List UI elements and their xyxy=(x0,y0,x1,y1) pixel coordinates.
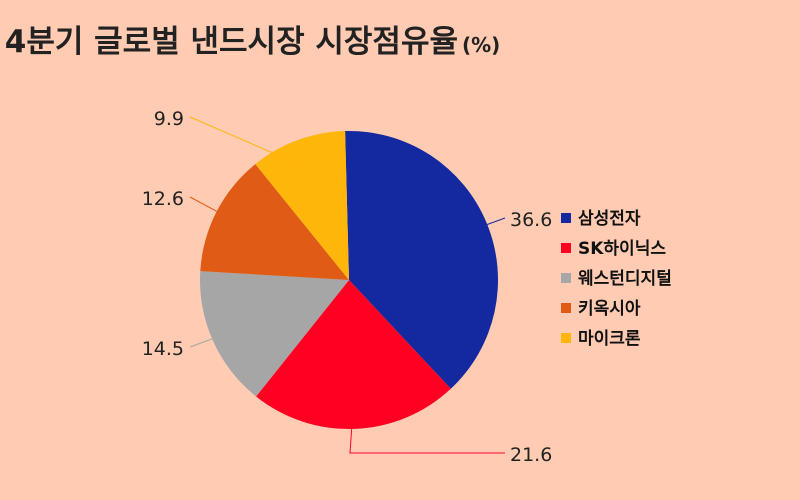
pie-slice-키옥시아 xyxy=(200,164,349,280)
chart-title-unit: (%) xyxy=(462,33,500,57)
pie-slices xyxy=(200,131,499,429)
legend-label-웨스턴디지털: 웨스턴디지털 xyxy=(578,269,672,289)
legend-label-키옥시아: 키옥시아 xyxy=(578,299,641,319)
legend-swatch-삼성전자 xyxy=(561,213,571,223)
data-label-마이크론: 9.9 xyxy=(154,108,184,130)
legend-label-마이크론: 마이크론 xyxy=(578,329,641,349)
legend-swatch-키옥시아 xyxy=(561,303,571,313)
data-label-SK하이닉스: 21.6 xyxy=(510,444,552,466)
legend-swatch-웨스턴디지털 xyxy=(561,273,571,283)
data-labels: 36.6 21.6 14.5 12.6 9.9 xyxy=(142,108,553,466)
chart-title: 2023년 4분기 글로벌 낸드시장 시장점유율 xyxy=(0,24,458,60)
leader-line-웨스턴디지털 xyxy=(189,328,241,348)
pie-slice-마이크론 xyxy=(255,131,349,280)
legend-label-SK하이닉스: SK하이닉스 xyxy=(578,239,666,259)
legend-label-삼성전자: 삼성전자 xyxy=(578,209,641,229)
pie-slice-SK하이닉스 xyxy=(256,280,451,429)
data-label-웨스턴디지털: 14.5 xyxy=(142,338,184,360)
legend-swatch-SK하이닉스 xyxy=(561,243,571,253)
legend-swatch-마이크론 xyxy=(561,333,571,343)
leader-line-키옥시아 xyxy=(189,196,244,226)
pie-slice-웨스턴디지털 xyxy=(200,271,349,397)
leader-line-SK하이닉스 xyxy=(349,399,505,454)
data-label-삼성전자: 36.6 xyxy=(510,209,552,231)
leader-line-삼성전자 xyxy=(459,217,506,236)
pie-slice-삼성전자 xyxy=(345,131,499,389)
leader-line-마이크론 xyxy=(189,116,309,169)
data-label-키옥시아: 12.6 xyxy=(142,188,184,210)
